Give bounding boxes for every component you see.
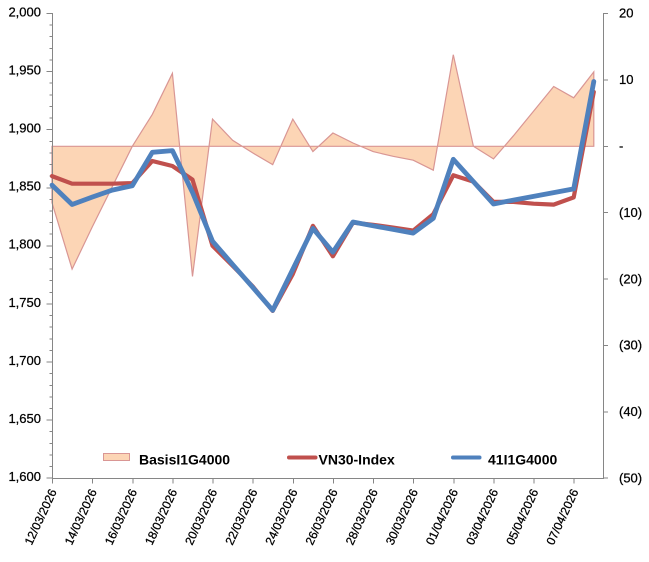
svg-text:1,700: 1,700: [8, 353, 41, 368]
svg-text:20: 20: [619, 6, 633, 21]
svg-text:VN30-Index: VN30-Index: [319, 452, 395, 468]
svg-text:BasisI1G4000: BasisI1G4000: [139, 452, 230, 468]
svg-text:-: -: [619, 139, 623, 154]
svg-text:1,650: 1,650: [8, 411, 41, 426]
svg-text:10: 10: [619, 72, 633, 87]
svg-text:(20): (20): [619, 271, 642, 286]
svg-text:(30): (30): [619, 338, 642, 353]
svg-text:1,900: 1,900: [8, 121, 41, 136]
svg-text:1,800: 1,800: [8, 237, 41, 252]
svg-text:2,000: 2,000: [8, 4, 41, 19]
svg-text:1,850: 1,850: [8, 179, 41, 194]
svg-text:1,950: 1,950: [8, 63, 41, 78]
svg-text:1,750: 1,750: [8, 295, 41, 310]
svg-text:(50): (50): [619, 470, 642, 485]
svg-text:(10): (10): [619, 205, 642, 220]
svg-text:1,600: 1,600: [8, 469, 41, 484]
svg-text:41I1G4000: 41I1G4000: [488, 452, 557, 468]
svg-text:(40): (40): [619, 404, 642, 419]
